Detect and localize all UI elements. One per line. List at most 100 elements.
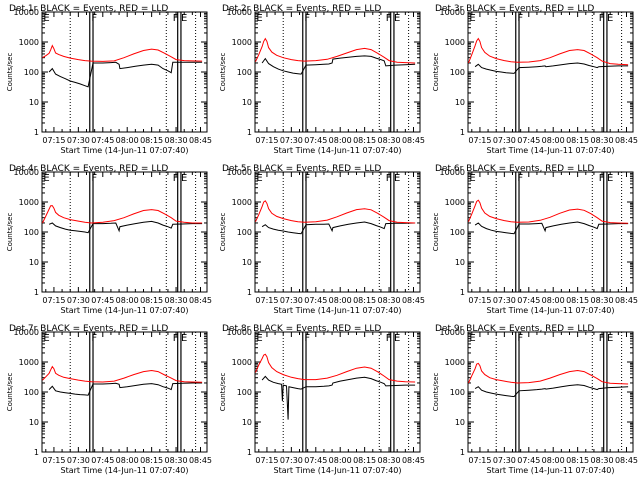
interval-marker-label: E <box>394 173 400 184</box>
interval-marker-label: E <box>394 333 400 344</box>
x-tick-label: 07:45 <box>91 136 114 145</box>
interval-marker-label: F <box>173 173 179 184</box>
y-tick-label: 100 <box>450 68 465 77</box>
interval-marker-label: E <box>394 13 400 24</box>
x-tick-label: 08:00 <box>542 136 565 145</box>
interval-marker-label: F <box>386 173 392 184</box>
y-tick-label: 10000 <box>227 8 252 17</box>
x-tick-label: 08:15 <box>353 296 376 305</box>
x-tick-label: 08:00 <box>329 456 352 465</box>
x-tick-label: 08:00 <box>329 136 352 145</box>
x-tick-label: 07:30 <box>280 456 303 465</box>
interval-marker-label: F <box>304 13 310 24</box>
detector-chart-svg: Det 3r BLACK = Events, RED = LLD 1 10 100 10… <box>432 4 638 155</box>
x-axis-label: Start Time (14-Jun-11 07:07:40) <box>61 146 189 155</box>
x-axis-label: Start Time (14-Jun-11 07:07:40) <box>61 466 189 475</box>
detector-panel-5: Det 5r BLACK = Events, RED = LLD 1 10 100 10… <box>213 160 426 320</box>
detector-chart-svg: Det 1r BLACK = Events, RED = LLD 1 10 100 10… <box>6 4 212 155</box>
y-tick-label: 1000 <box>445 198 465 207</box>
detector-panel-2: Det 2r BLACK = Events, RED = LLD 1 10 100 10… <box>213 0 426 160</box>
y-tick-label: 1000 <box>19 38 39 47</box>
x-tick-label: 08:15 <box>353 136 376 145</box>
x-tick-label: 08:15 <box>140 296 163 305</box>
x-tick-label: 07:45 <box>517 456 540 465</box>
detector-chart-svg: Det 6r BLACK = Events, RED = LLD 1 10 100 10… <box>432 164 638 315</box>
x-tick-label: 07:30 <box>280 136 303 145</box>
plot-frame <box>254 11 421 133</box>
x-tick-label: 08:45 <box>189 456 212 465</box>
x-tick-label: 08:30 <box>378 456 401 465</box>
detector-chart-svg: Det 4r BLACK = Events, RED = LLD 1 10 100 10… <box>6 164 212 315</box>
x-tick-label: 07:15 <box>42 296 65 305</box>
interval-marker-label: E <box>256 333 262 344</box>
x-tick-label: 07:15 <box>255 456 278 465</box>
y-axis-label: Counts/sec <box>432 53 440 92</box>
plot-frame <box>41 331 208 453</box>
y-tick-label: 1000 <box>19 198 39 207</box>
lld-series-line <box>42 365 203 383</box>
events-series-line <box>48 220 203 234</box>
y-tick-label: 1 <box>247 128 252 137</box>
y-tick-label: 1000 <box>232 38 252 47</box>
lld-series-line <box>468 362 629 385</box>
y-tick-label: 1 <box>247 288 252 297</box>
interval-marker-label: E <box>607 13 613 24</box>
y-tick-label: 10 <box>29 258 39 267</box>
lld-series-line <box>468 37 629 66</box>
plot-frame <box>254 171 421 293</box>
events-series-line <box>48 61 203 88</box>
x-tick-label: 08:00 <box>542 456 565 465</box>
chart-title: Det 1r BLACK = Events, RED = LLD <box>9 4 168 14</box>
interval-marker-label: F <box>91 173 97 184</box>
x-tick-label: 08:00 <box>329 296 352 305</box>
x-tick-label: 08:30 <box>165 456 188 465</box>
interval-marker-label: E <box>469 13 475 24</box>
x-tick-label: 08:15 <box>353 456 376 465</box>
y-tick-label: 1 <box>460 128 465 137</box>
interval-marker-label: F <box>517 333 523 344</box>
x-tick-label: 08:15 <box>566 136 589 145</box>
plot-frame <box>467 11 634 133</box>
detector-chart-svg: Det 2r BLACK = Events, RED = LLD 1 10 100 10… <box>219 4 425 155</box>
lld-series-line <box>255 353 416 383</box>
interval-marker-label: F <box>599 173 605 184</box>
interval-marker-label: F <box>91 333 97 344</box>
x-tick-label: 08:45 <box>402 136 425 145</box>
lld-series-line <box>42 44 203 62</box>
y-tick-label: 100 <box>237 388 252 397</box>
x-tick-label: 07:45 <box>304 136 327 145</box>
x-axis-label: Start Time (14-Jun-11 07:07:40) <box>487 306 615 315</box>
plot-frame <box>41 11 208 133</box>
y-axis-label: Counts/sec <box>6 373 14 412</box>
y-tick-label: 10 <box>242 418 252 427</box>
plot-frame <box>254 331 421 453</box>
x-tick-label: 07:15 <box>255 136 278 145</box>
x-tick-label: 08:00 <box>542 296 565 305</box>
events-series-line <box>261 55 416 75</box>
x-tick-label: 07:30 <box>67 136 90 145</box>
y-tick-label: 10 <box>242 98 252 107</box>
x-tick-label: 08:30 <box>591 136 614 145</box>
y-tick-label: 10000 <box>227 168 252 177</box>
x-tick-label: 07:15 <box>255 296 278 305</box>
y-tick-label: 100 <box>24 388 39 397</box>
interval-marker-label: F <box>599 13 605 24</box>
y-tick-label: 100 <box>450 228 465 237</box>
interval-marker-label: E <box>607 333 613 344</box>
y-tick-label: 10 <box>455 98 465 107</box>
x-tick-label: 08:15 <box>566 456 589 465</box>
x-tick-label: 08:15 <box>566 296 589 305</box>
x-tick-label: 07:30 <box>67 456 90 465</box>
interval-marker-label: E <box>256 173 262 184</box>
y-tick-label: 10000 <box>14 168 39 177</box>
plot-frame <box>467 331 634 453</box>
interval-marker-label: F <box>173 13 179 24</box>
x-tick-label: 08:00 <box>116 136 139 145</box>
lld-series-line <box>255 200 416 224</box>
interval-marker-label: F <box>599 333 605 344</box>
y-axis-label: Counts/sec <box>219 213 227 252</box>
chart-title: Det 6r BLACK = Events, RED = LLD <box>435 164 594 174</box>
x-axis-label: Start Time (14-Jun-11 07:07:40) <box>274 466 402 475</box>
interval-marker-label: F <box>517 173 523 184</box>
detector-panel-6: Det 6r BLACK = Events, RED = LLD 1 10 100 10… <box>426 160 639 320</box>
